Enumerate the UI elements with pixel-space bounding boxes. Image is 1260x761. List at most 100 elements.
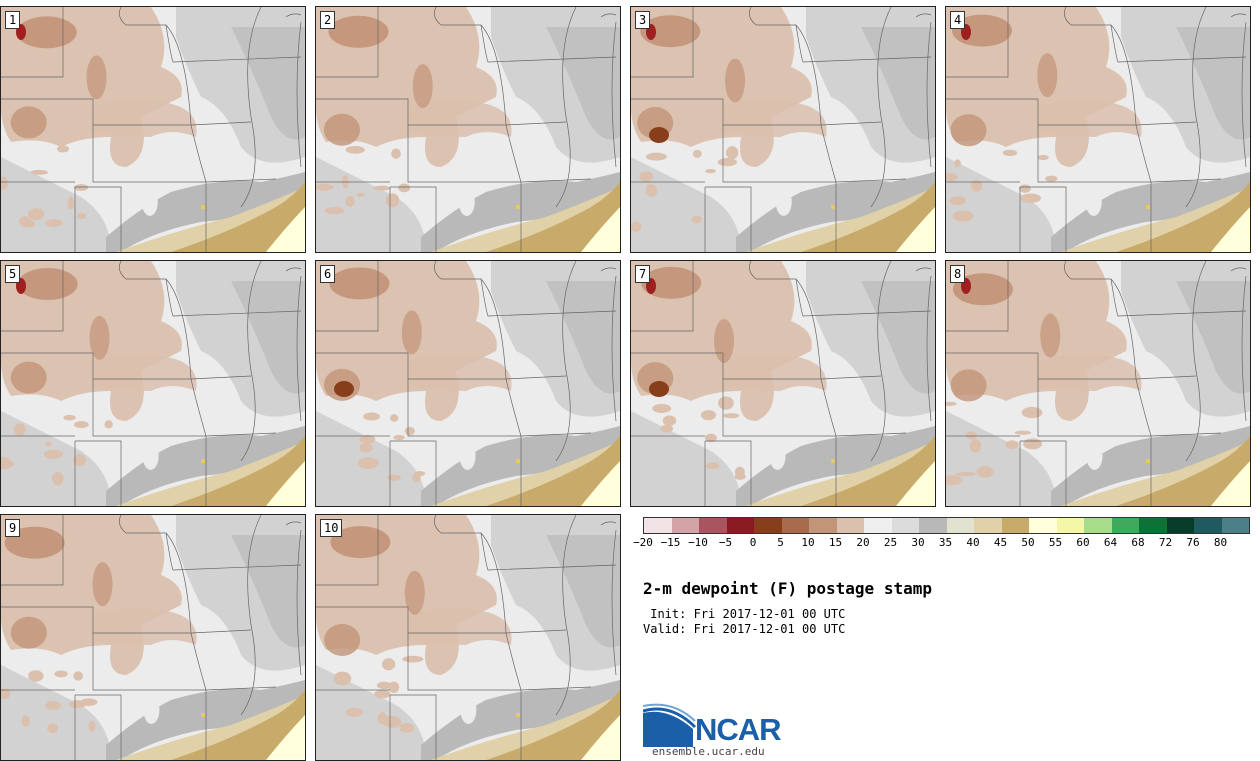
- state-border-line: [870, 7, 892, 208]
- tan-blob: [56, 145, 70, 153]
- state-border-line: [205, 432, 277, 437]
- colorbar-tick: 64: [1103, 536, 1118, 549]
- state-border-line: [285, 521, 302, 526]
- tan-blob: [645, 152, 667, 161]
- state-border-line: [1020, 186, 1067, 252]
- station-marker: [516, 713, 520, 717]
- gold-band: [486, 690, 620, 760]
- brown-patch: [92, 562, 113, 607]
- station-marker: [1146, 205, 1150, 209]
- tan-blob: [705, 462, 720, 470]
- tan-blob: [357, 457, 379, 470]
- member-number: 5: [5, 265, 21, 283]
- dewpoint-map: [316, 7, 620, 252]
- brown-patch: [10, 106, 47, 139]
- tan-blob: [1, 688, 11, 699]
- member-number: 1: [5, 11, 21, 29]
- cream-band: [266, 207, 305, 252]
- colorbar-tick: 0: [749, 536, 757, 549]
- colorbar-swatch: [644, 518, 672, 533]
- colorbar-swatch: [836, 518, 864, 533]
- colorbar-tick: −10: [688, 536, 708, 549]
- brown-patch: [328, 15, 389, 48]
- colorbar-swatch: [754, 518, 782, 533]
- colorbar-tick: −15: [660, 536, 681, 549]
- member-number: 2: [320, 11, 336, 29]
- state-border-line: [205, 178, 277, 183]
- tan-blob: [946, 172, 958, 182]
- brown-patch: [714, 318, 735, 363]
- gold-band: [171, 690, 305, 760]
- state-border-line: [1150, 178, 1222, 183]
- darkgray-field-east: [231, 27, 305, 140]
- tan-blob: [734, 473, 746, 480]
- tan-blob: [345, 707, 363, 717]
- state-border-line: [75, 694, 122, 760]
- dewpoint-map: [1, 261, 305, 506]
- dewpoint-map: [631, 261, 935, 506]
- state-border-line: [1037, 379, 1151, 437]
- state-border-line: [316, 515, 379, 586]
- state-border-line: [92, 633, 206, 691]
- tan-blob: [77, 212, 86, 220]
- gray-field-southwest: [1, 157, 111, 252]
- darkgray-field-east: [861, 281, 935, 394]
- state-border-line: [631, 98, 821, 126]
- colorbar-swatch: [726, 518, 754, 533]
- valid-value: Fri 2017-12-01 00 UTC: [693, 622, 846, 636]
- tan-blob: [28, 208, 45, 221]
- state-border-line: [795, 24, 837, 252]
- dewpoint-map: [316, 515, 620, 760]
- member-number: 7: [635, 265, 651, 283]
- state-border-line: [946, 261, 1009, 332]
- dewpoint-map: [946, 7, 1250, 252]
- tan-blob: [404, 426, 415, 436]
- state-border-line: [390, 440, 437, 506]
- state-border-line: [1, 261, 64, 332]
- dark-brown-core: [649, 381, 669, 397]
- darkgray-band-south: [421, 680, 620, 760]
- colorbar-swatch: [1139, 518, 1167, 533]
- tan-blob: [333, 671, 352, 686]
- state-border-line: [505, 121, 567, 126]
- state-border-line: [505, 375, 567, 380]
- station-marker: [516, 459, 520, 463]
- state-border-line: [1110, 278, 1152, 506]
- valid-time: Valid: Fri 2017-12-01 00 UTC: [643, 622, 845, 636]
- tan-field-central: [721, 100, 827, 137]
- station-marker: [516, 205, 520, 209]
- cream-band: [581, 207, 620, 252]
- darkgray-band-south: [106, 172, 305, 252]
- colorbar-swatch: [1084, 518, 1112, 533]
- dark-brown-core: [334, 381, 354, 397]
- gold-band: [171, 436, 305, 506]
- tan-field-central: [406, 354, 512, 391]
- brown-patch: [401, 310, 422, 355]
- tan-blob: [946, 401, 957, 406]
- state-border-line: [611, 21, 617, 168]
- cream-band: [266, 461, 305, 506]
- state-border-line: [1185, 261, 1207, 462]
- state-border-line: [1150, 432, 1222, 437]
- tan-blob: [390, 414, 399, 422]
- station-marker: [831, 205, 835, 209]
- state-border-line: [946, 352, 1136, 380]
- tan-blob: [723, 413, 740, 419]
- tan-blob: [402, 655, 424, 663]
- cream-band: [581, 461, 620, 506]
- colorbar-swatch: [1111, 518, 1139, 533]
- darkgray-band-south: [736, 426, 935, 506]
- member-panel: 8: [945, 260, 1251, 507]
- light-spot: [143, 696, 160, 724]
- brown-patch: [89, 315, 110, 360]
- member-number: 9: [5, 519, 21, 537]
- dewpoint-map: [1, 7, 305, 252]
- colorbar-tick: 20: [856, 536, 870, 549]
- darkgray-band-south: [736, 172, 935, 252]
- member-number: 8: [950, 265, 966, 283]
- darkgray-field-east: [546, 281, 620, 394]
- darkgray-band-south: [421, 172, 620, 252]
- state-border-line: [240, 261, 262, 462]
- darkgray-field-east: [231, 281, 305, 394]
- tan-blob: [374, 689, 391, 699]
